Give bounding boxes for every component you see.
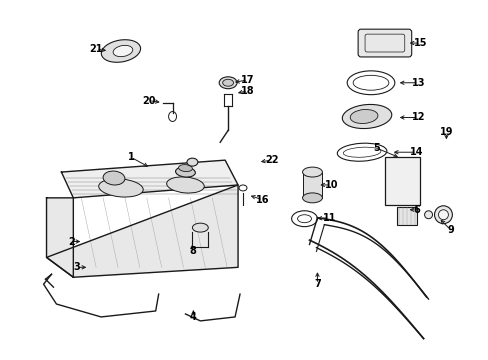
Polygon shape	[46, 185, 238, 277]
Text: 21: 21	[89, 44, 102, 54]
Polygon shape	[61, 160, 238, 198]
Text: 5: 5	[373, 143, 380, 153]
Text: 9: 9	[446, 225, 453, 235]
Ellipse shape	[349, 109, 377, 123]
Ellipse shape	[424, 211, 432, 219]
FancyBboxPatch shape	[384, 157, 419, 205]
Ellipse shape	[175, 167, 195, 177]
Text: 3: 3	[73, 262, 80, 272]
Ellipse shape	[99, 179, 143, 197]
Text: 22: 22	[264, 155, 278, 165]
Polygon shape	[46, 198, 73, 277]
Text: 13: 13	[411, 78, 425, 88]
Text: 15: 15	[413, 38, 427, 48]
Text: 16: 16	[256, 195, 269, 205]
Ellipse shape	[302, 167, 322, 177]
Ellipse shape	[302, 193, 322, 203]
Text: 12: 12	[411, 112, 425, 122]
FancyBboxPatch shape	[357, 29, 411, 57]
Ellipse shape	[178, 165, 192, 172]
Ellipse shape	[219, 77, 237, 89]
Text: 1: 1	[127, 152, 134, 162]
Ellipse shape	[166, 177, 204, 193]
Ellipse shape	[434, 206, 451, 224]
Text: 8: 8	[188, 247, 195, 256]
Ellipse shape	[186, 158, 198, 166]
Text: 2: 2	[68, 237, 75, 247]
Ellipse shape	[192, 223, 208, 232]
Text: 6: 6	[412, 205, 419, 215]
Text: 11: 11	[322, 213, 335, 223]
Ellipse shape	[222, 79, 233, 86]
Text: 20: 20	[142, 96, 155, 105]
Text: 18: 18	[241, 86, 254, 96]
Text: 7: 7	[313, 279, 320, 289]
Text: 19: 19	[439, 127, 452, 138]
Text: 10: 10	[324, 180, 337, 190]
Text: 14: 14	[409, 147, 423, 157]
Ellipse shape	[103, 171, 124, 185]
Ellipse shape	[438, 210, 447, 220]
Ellipse shape	[342, 104, 391, 129]
Text: 4: 4	[190, 312, 196, 322]
Text: 17: 17	[241, 75, 254, 85]
Ellipse shape	[101, 40, 141, 62]
Ellipse shape	[113, 45, 132, 57]
Bar	[396, 207, 416, 225]
Bar	[302, 172, 322, 198]
